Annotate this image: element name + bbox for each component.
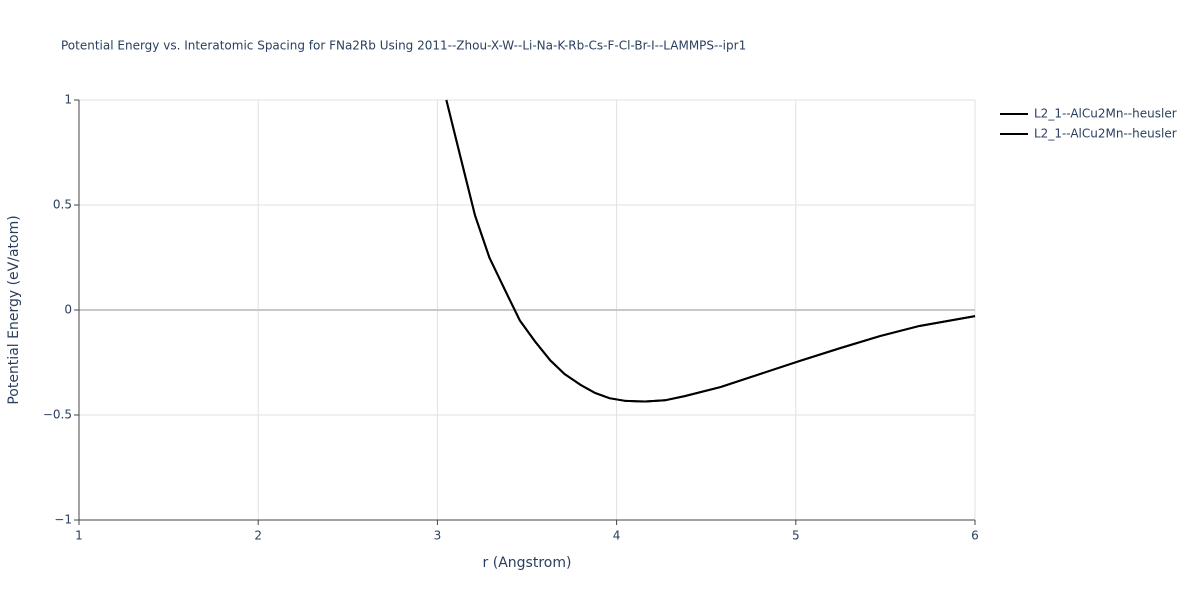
x-tick-label: 2 (254, 529, 262, 543)
grid: 1 2 3 4 5 6 −1 −0.5 0 0.5 1 (43, 93, 979, 543)
x-tick-label: 6 (971, 529, 979, 543)
y-tick-label: 1 (64, 93, 72, 107)
y-tick-label: −0.5 (43, 408, 72, 422)
legend-label: L2_1--AlCu2Mn--heusler (1034, 127, 1177, 141)
x-tick-label: 5 (792, 529, 800, 543)
y-tick-label: 0.5 (53, 198, 72, 212)
x-axis-label: r (Angstrom) (483, 555, 572, 571)
x-tick-label: 4 (613, 529, 621, 543)
x-tick-label: 3 (434, 529, 442, 543)
plot-area (445, 99, 976, 403)
data-line (445, 99, 976, 403)
chart-title: Potential Energy vs. Interatomic Spacing… (61, 39, 746, 53)
y-tick-label: 0 (64, 303, 72, 317)
x-tick-label: 1 (75, 529, 83, 543)
data-line (445, 99, 976, 403)
y-tick-label: −1 (54, 513, 72, 527)
legend-label: L2_1--AlCu2Mn--heusler (1034, 107, 1177, 121)
legend: L2_1--AlCu2Mn--heusler L2_1--AlCu2Mn--heu… (1000, 107, 1177, 141)
y-axis-label: Potential Energy (eV/atom) (6, 215, 22, 404)
